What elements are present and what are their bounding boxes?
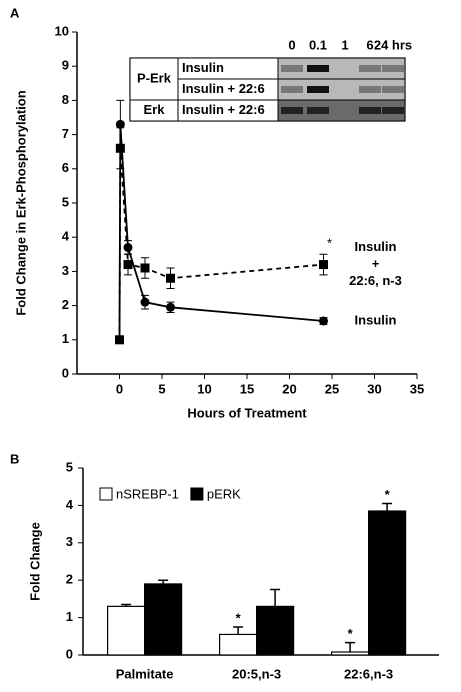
panel-label: A	[10, 5, 20, 20]
x-tick-label: 20	[282, 381, 296, 396]
blot-band	[281, 107, 303, 114]
y-tick-label: 5	[62, 194, 69, 209]
legend-label: nSREBP-1	[116, 486, 179, 501]
error-bar	[270, 588, 281, 607]
marker	[140, 263, 150, 273]
y-axis-label: Fold Change	[27, 522, 42, 601]
inset-group-label: Erk	[144, 102, 166, 117]
bar	[331, 651, 370, 656]
legend-label: pERK	[207, 486, 241, 501]
error-bar	[345, 641, 356, 653]
x-tick-label: 35	[410, 381, 424, 396]
series-line	[118, 148, 324, 340]
marker	[115, 119, 125, 129]
inset-row-label: Insulin + 22:6	[182, 81, 265, 96]
significance-mark: *	[327, 236, 332, 251]
y-tick-label: 4	[62, 229, 70, 244]
series-label: +	[372, 256, 380, 271]
marker	[166, 302, 175, 312]
y-tick-label: 0	[66, 646, 73, 661]
blot-band	[307, 86, 329, 93]
bar	[144, 583, 183, 656]
blot-band	[307, 65, 329, 72]
bar	[106, 605, 146, 656]
inset-column-label: 24 hrs	[374, 37, 412, 52]
inset-column-label: 0	[288, 37, 295, 52]
inset-row-label: Insulin + 22:6	[182, 102, 265, 117]
blot-band	[359, 86, 381, 93]
y-tick-label: 1	[62, 331, 69, 346]
blot-band	[382, 86, 404, 93]
x-tick-label: 20:5,n-3	[232, 666, 281, 681]
y-tick-label: 7	[62, 126, 69, 141]
x-tick-label: 0	[116, 381, 123, 396]
series-label: 22:6, n-3	[349, 273, 402, 288]
x-tick-label: 5	[158, 381, 165, 396]
marker	[123, 260, 133, 270]
error-bar	[382, 502, 393, 512]
series-label: Insulin	[355, 239, 397, 254]
marker	[140, 297, 150, 307]
blot-band	[307, 107, 329, 114]
y-tick-label: 1	[66, 609, 73, 624]
y-tick-label: 4	[66, 497, 74, 512]
y-tick-label: 5	[66, 459, 73, 474]
blot-band	[281, 86, 303, 93]
y-axis-label: Fold Change in Erk-Phosphorylation	[13, 90, 28, 315]
x-tick-label: 25	[325, 381, 339, 396]
y-tick-label: 9	[62, 58, 69, 73]
marker	[123, 242, 133, 252]
panel-label: B	[10, 451, 19, 466]
bar	[219, 633, 258, 656]
y-tick-label: 3	[66, 534, 73, 549]
blot-lane	[277, 99, 406, 122]
marker	[319, 260, 328, 270]
legend-swatch	[190, 487, 204, 501]
error-bar	[233, 626, 244, 635]
blot-band	[359, 107, 381, 114]
x-tick-label: Palmitate	[116, 666, 174, 681]
legend-swatch	[99, 487, 113, 501]
y-tick-label: 0	[62, 365, 69, 380]
blot-band	[382, 107, 404, 114]
x-tick-label: 22:6,n-3	[344, 666, 393, 681]
series-line	[118, 124, 324, 340]
marker	[115, 143, 125, 153]
y-tick-label: 2	[62, 297, 69, 312]
marker	[319, 316, 328, 326]
bar	[368, 510, 407, 656]
inset-group-label: P-Erk	[137, 70, 172, 85]
x-axis-label: Hours of Treatment	[187, 405, 307, 420]
inset-group-cell	[129, 57, 179, 101]
significance-mark: *	[348, 626, 354, 641]
x-tick-label: 15	[240, 381, 254, 396]
blot-band	[382, 65, 404, 72]
significance-mark: *	[236, 610, 242, 625]
marker	[166, 273, 175, 283]
blot-band	[359, 65, 381, 72]
significance-mark: *	[385, 487, 391, 502]
y-tick-label: 10	[55, 23, 69, 38]
y-tick-label: 3	[62, 263, 69, 278]
inset-column-label: 1	[341, 37, 348, 52]
blot-band	[281, 65, 303, 72]
x-tick-label: 30	[367, 381, 381, 396]
bar	[256, 605, 295, 656]
y-tick-label: 8	[62, 92, 69, 107]
x-tick-label: 10	[197, 381, 211, 396]
inset-row-label: Insulin	[182, 60, 224, 75]
error-bar	[158, 579, 169, 584]
inset-column-label: 6	[366, 37, 373, 52]
inset-column-label: 0.1	[309, 37, 327, 52]
y-tick-label: 2	[66, 572, 73, 587]
y-tick-label: 6	[62, 160, 69, 175]
series-label: Insulin	[355, 312, 397, 327]
marker	[115, 335, 124, 345]
